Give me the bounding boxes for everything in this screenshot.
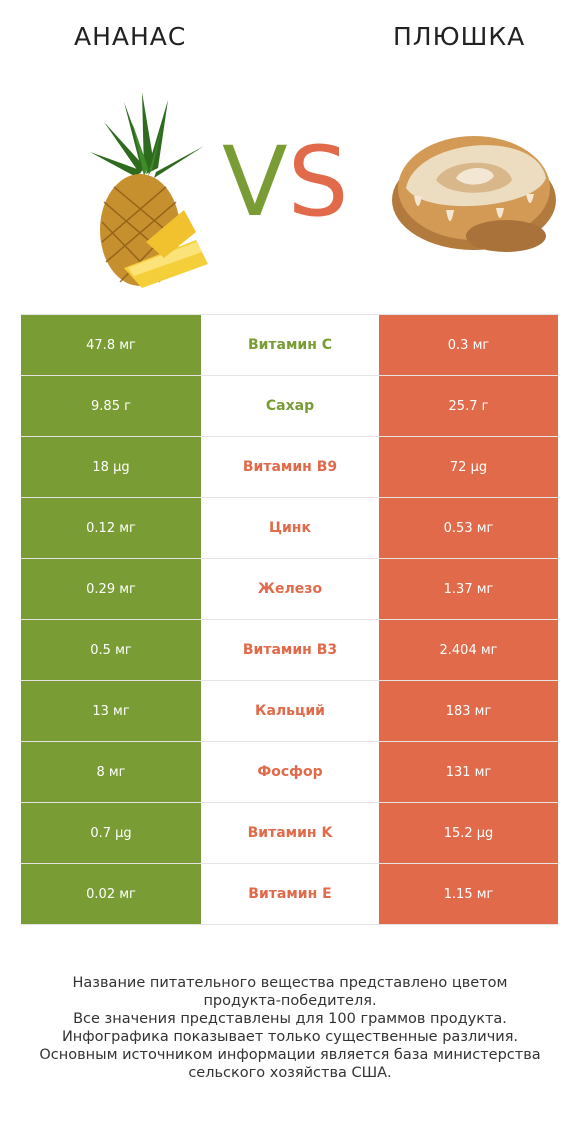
table-row: 0.5 мг Витамин B3 2.404 мг — [21, 619, 558, 680]
table-row: 0.29 мг Железо 1.37 мг — [21, 558, 558, 619]
nutrient-name: Витамин E — [201, 864, 379, 924]
right-value: 25.7 г — [379, 376, 558, 436]
nutrient-name: Витамин C — [201, 315, 379, 375]
right-value: 183 мг — [379, 681, 558, 741]
table-row: 18 µg Витамин B9 72 µg — [21, 436, 558, 497]
nutrient-name: Витамин K — [201, 803, 379, 863]
right-value: 0.3 мг — [379, 315, 558, 375]
nutrient-name: Цинк — [201, 498, 379, 558]
table-row: 0.02 мг Витамин E 1.15 мг — [21, 863, 558, 925]
left-value: 0.5 мг — [21, 620, 201, 680]
right-value: 131 мг — [379, 742, 558, 802]
left-value: 0.02 мг — [21, 864, 201, 924]
footer-line: Основным источником информации является … — [39, 1047, 541, 1063]
nutrient-name: Витамин B3 — [201, 620, 379, 680]
right-product-title: ПЛЮШКА — [393, 22, 526, 51]
footer-note: Название питательного вещества представл… — [20, 974, 560, 1082]
left-value: 9.85 г — [21, 376, 201, 436]
nutrient-name: Фосфор — [201, 742, 379, 802]
table-row: 0.7 µg Витамин K 15.2 µg — [21, 802, 558, 863]
left-value: 0.7 µg — [21, 803, 201, 863]
footer-line: Все значения представлены для 100 граммо… — [73, 1011, 507, 1027]
nutrient-name: Кальций — [201, 681, 379, 741]
nutrient-name: Железо — [201, 559, 379, 619]
left-value: 13 мг — [21, 681, 201, 741]
table-row: 0.12 мг Цинк 0.53 мг — [21, 497, 558, 558]
right-value: 15.2 µg — [379, 803, 558, 863]
table-row: 47.8 мг Витамин C 0.3 мг — [21, 314, 558, 375]
left-value: 8 мг — [21, 742, 201, 802]
pineapple-image — [90, 92, 208, 288]
right-value: 1.37 мг — [379, 559, 558, 619]
footer-line: сельского хозяйства США. — [188, 1065, 392, 1081]
nutrient-name: Витамин B9 — [201, 437, 379, 497]
right-value: 1.15 мг — [379, 864, 558, 924]
table-row: 8 мг Фосфор 131 мг — [21, 741, 558, 802]
right-value: 0.53 мг — [379, 498, 558, 558]
footer-line: продукта-победителя. — [203, 993, 377, 1009]
footer-line: Название питательного вещества представл… — [72, 975, 508, 991]
left-value: 0.12 мг — [21, 498, 201, 558]
vs-label: VS — [222, 126, 349, 238]
right-value: 72 µg — [379, 437, 558, 497]
nutrient-name: Сахар — [201, 376, 379, 436]
left-value: 0.29 мг — [21, 559, 201, 619]
right-value: 2.404 мг — [379, 620, 558, 680]
bun-image — [392, 136, 556, 252]
left-value: 47.8 мг — [21, 315, 201, 375]
table-row: 13 мг Кальций 183 мг — [21, 680, 558, 741]
footer-line: Инфографика показывает только существенн… — [61, 1029, 519, 1045]
left-value: 18 µg — [21, 437, 201, 497]
left-product-title: АНАНАС — [74, 22, 187, 51]
table-row: 9.85 г Сахар 25.7 г — [21, 375, 558, 436]
